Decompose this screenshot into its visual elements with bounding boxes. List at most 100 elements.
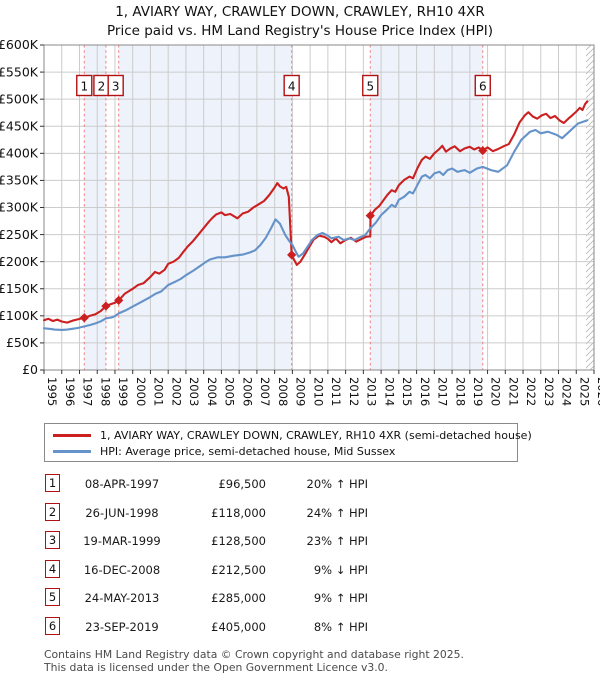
x-axis-label: 2007 — [258, 377, 272, 406]
x-axis-label: 2012 — [347, 377, 361, 406]
chart-legend: 1, AVIARY WAY, CRAWLEY DOWN, CRAWLEY, RH… — [44, 423, 532, 462]
x-axis-label: 1996 — [63, 377, 77, 406]
x-axis-label: 2006 — [240, 377, 254, 406]
sale-hpi-delta: 24% ↑ HPI — [306, 505, 368, 520]
table-row: 2 26-JUN-1998 £118,000 24% ↑ HPI — [0, 499, 600, 528]
sale-number-badge: 3 — [45, 531, 60, 550]
x-axis-label: 2025 — [577, 377, 591, 406]
sale-number-box — [362, 74, 379, 97]
y-axis-label: £450K — [0, 118, 39, 133]
footer-line1: Contains HM Land Registry data © Crown c… — [44, 648, 464, 661]
sale-number-box-label: 4 — [288, 80, 296, 94]
sale-price: £96,500 — [218, 477, 266, 491]
y-axis-label: £50K — [6, 335, 39, 350]
y-axis-label: £600K — [0, 37, 39, 52]
y-axis-label: £0 — [22, 362, 38, 377]
x-axis-label: 2014 — [382, 377, 396, 406]
sale-date: 08-APR-1997 — [84, 477, 160, 491]
sale-number-box-label: 5 — [366, 80, 374, 94]
chart-title: 1, AVIARY WAY, CRAWLEY DOWN, CRAWLEY, RH… — [0, 3, 600, 40]
table-row: 1 08-APR-1997 £96,500 20% ↑ HPI — [0, 470, 600, 499]
y-axis-label: £350K — [0, 173, 39, 188]
hpi-legend-label: HPI: Average price, semi-detached house,… — [100, 444, 396, 458]
x-axis-label: 2022 — [524, 377, 538, 406]
y-axis-label: £250K — [0, 227, 39, 242]
sale-number-box — [283, 74, 300, 97]
y-axis-label: £400K — [0, 146, 39, 161]
x-axis-label: 2017 — [436, 377, 450, 406]
license-footer: Contains HM Land Registry data © Crown c… — [44, 648, 596, 675]
table-row: 3 19-MAR-1999 £128,500 23% ↑ HPI — [0, 527, 600, 556]
x-axis-label: 2023 — [542, 377, 556, 406]
x-axis-label: 2008 — [276, 377, 290, 406]
sale-price: £405,000 — [211, 620, 266, 634]
sale-number-badge: 4 — [45, 559, 60, 578]
price-history-chart: £0 £50K £100K £150K £200K £250K £300K £350K £400… — [0, 37, 600, 406]
sale-date: 23-SEP-2019 — [85, 620, 159, 634]
sale-marker — [287, 250, 297, 260]
x-axis-label: 1999 — [116, 377, 130, 406]
sale-marker — [365, 211, 375, 221]
x-axis-label: 2011 — [329, 377, 343, 406]
legend-row-property: 1, AVIARY WAY, CRAWLEY DOWN, CRAWLEY, RH… — [53, 427, 532, 443]
x-axis-label: 1995 — [45, 377, 59, 406]
sale-price: £285,000 — [211, 591, 266, 606]
sale-price: £128,500 — [211, 534, 266, 549]
sale-number-box — [107, 74, 124, 97]
x-axis-label: 2009 — [294, 377, 308, 406]
x-axis-label: 2015 — [400, 377, 414, 406]
sale-marker — [101, 301, 111, 311]
sale-hpi-delta: 23% ↑ HPI — [306, 534, 368, 549]
sale-hpi-delta: 9% ↓ HPI — [313, 562, 368, 577]
sale-hpi-delta: 8% ↑ HPI — [313, 620, 368, 634]
x-axis-label: 2026 — [595, 377, 600, 406]
sale-number-badge: 2 — [45, 502, 60, 521]
table-row: 5 24-MAY-2013 £285,000 9% ↑ HPI — [0, 584, 600, 613]
y-axis-label: £150K — [0, 281, 39, 296]
sale-marker — [478, 146, 488, 156]
sale-number-box-label: 1 — [80, 80, 88, 94]
x-axis-label: 2019 — [471, 377, 485, 406]
sale-number-badge: 1 — [45, 474, 60, 492]
x-axis-label: 2005 — [223, 377, 237, 406]
y-axis-label: £100K — [0, 308, 39, 323]
footer-line2: This data is licensed under the Open Gov… — [44, 660, 388, 674]
sale-number-box-label: 6 — [479, 80, 487, 94]
sale-number-box — [76, 74, 93, 97]
hpi-line — [42, 119, 589, 331]
x-axis-label: 2003 — [187, 377, 201, 406]
y-axis-label: £550K — [0, 64, 39, 79]
sale-number-box — [474, 74, 491, 97]
sale-number-badge: 5 — [45, 588, 60, 607]
sale-date: 16-DEC-2008 — [83, 562, 161, 577]
x-axis-label: 2013 — [365, 377, 379, 406]
hpi-line-swatch — [53, 449, 91, 453]
sale-number-box-label: 3 — [112, 80, 120, 94]
sale-hpi-delta: 20% ↑ HPI — [306, 477, 368, 491]
y-axis-label: £500K — [0, 91, 39, 106]
sale-date: 24-MAY-2013 — [84, 591, 160, 606]
sale-price: £212,500 — [211, 562, 266, 577]
chart-title-line1: 1, AVIARY WAY, CRAWLEY DOWN, CRAWLEY, RH… — [115, 4, 485, 20]
x-axis-label: 1997 — [81, 377, 95, 406]
x-axis-label: 2001 — [152, 377, 166, 406]
price-paid-line — [42, 100, 589, 324]
x-axis-label: 2016 — [418, 377, 432, 406]
sale-marker — [114, 295, 124, 305]
x-axis-label: 2000 — [134, 377, 148, 406]
sale-price: £118,000 — [211, 505, 266, 520]
x-axis-label: 2024 — [560, 377, 574, 406]
x-axis-label: 2021 — [506, 377, 520, 406]
legend-row-hpi: HPI: Average price, semi-detached house,… — [53, 443, 517, 459]
x-axis-label: 2004 — [205, 377, 219, 406]
sale-number-badge: 6 — [45, 617, 60, 635]
sale-date: 19-MAR-1999 — [83, 534, 161, 549]
chart-title-line2: Price paid vs. HM Land Registry's House … — [107, 22, 493, 39]
y-axis-label: £200K — [0, 254, 39, 269]
sale-date: 26-JUN-1998 — [85, 505, 159, 520]
table-row: 4 16-DEC-2008 £212,500 9% ↓ HPI — [0, 556, 600, 585]
x-axis-label: 2010 — [311, 377, 325, 406]
sale-hpi-delta: 9% ↑ HPI — [313, 591, 368, 606]
sale-marker — [79, 313, 89, 323]
